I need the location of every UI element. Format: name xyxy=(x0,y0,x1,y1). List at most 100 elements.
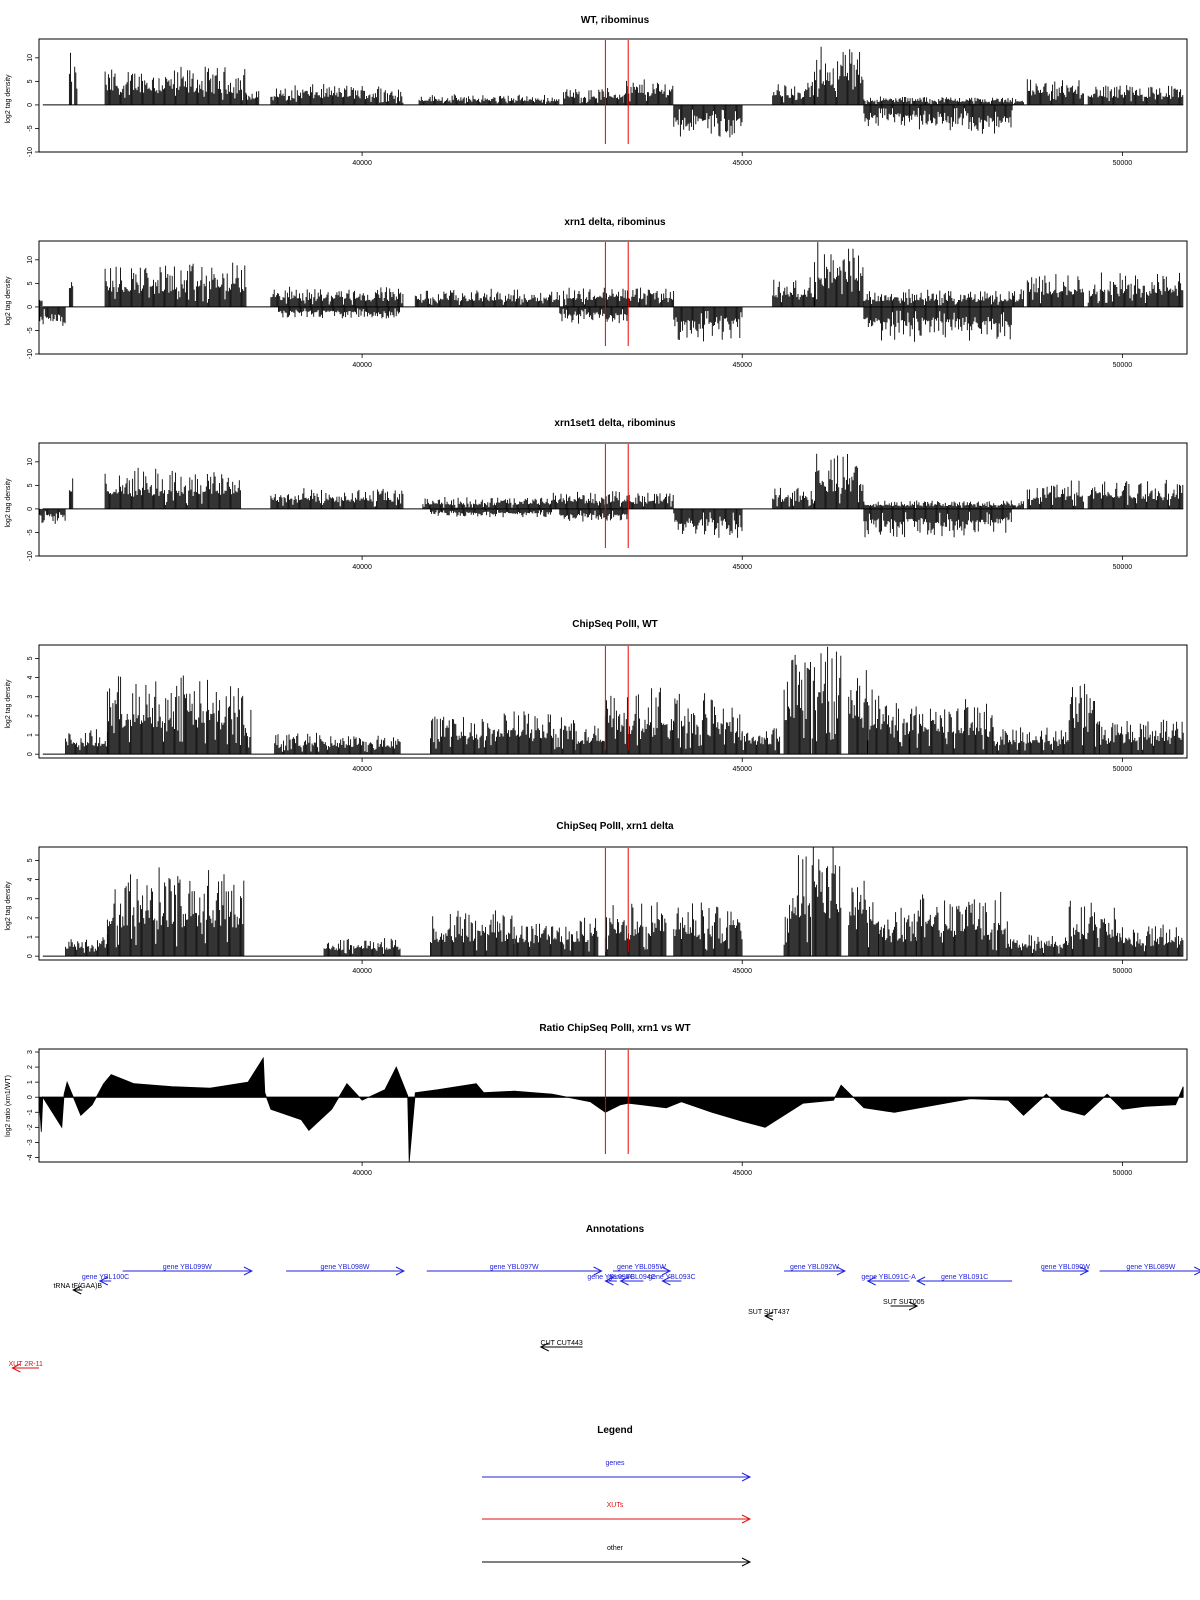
panel-title: ChipSeq PolII, WT xyxy=(572,619,658,630)
signal-bars-positive xyxy=(274,732,401,755)
feature-label: gene YBL097W xyxy=(490,1264,539,1271)
y-tick-label: 10 xyxy=(27,458,34,466)
signal-bars-positive xyxy=(673,693,743,755)
y-tick-label: 4 xyxy=(27,878,34,882)
signal-bars-positive xyxy=(430,910,515,957)
signal-bars-positive xyxy=(574,725,606,755)
signal-bars-positive xyxy=(867,689,910,755)
signal-bars-positive xyxy=(814,453,864,509)
signal-bars-positive xyxy=(772,82,815,105)
annotations-title: Annotations xyxy=(586,1224,645,1235)
panel-chipseq-wt: ChipSeq PolII, WT log2 tag density 0 1 2 3 4… xyxy=(5,619,1188,773)
signal-bars-positive xyxy=(811,646,842,755)
y-axis-label: log2 tag density xyxy=(5,276,12,326)
signal-bars-positive xyxy=(1026,79,1084,105)
signal-bars-positive xyxy=(1026,274,1084,307)
panel-title: xrn1set1 delta, ribominus xyxy=(554,418,676,429)
signal-bars-positive xyxy=(106,867,245,957)
feature-label: gene YBL098W xyxy=(321,1264,370,1271)
y-tick-label: -5 xyxy=(27,125,34,131)
y-tick-label: -5 xyxy=(27,327,34,333)
x-tick-label: 40000 xyxy=(352,362,372,369)
signal-bars-positive xyxy=(270,84,404,105)
signal-bars-negative xyxy=(863,104,910,126)
x-tick-label: 40000 xyxy=(352,564,372,571)
x-tick-label: 45000 xyxy=(733,564,753,571)
feature-label: gene YBL091C xyxy=(941,1274,988,1281)
legend-label: genes xyxy=(605,1460,625,1467)
plot-frame xyxy=(38,644,1188,759)
signal-bars-positive xyxy=(604,902,667,957)
feature-label: gene YBL094C xyxy=(608,1274,655,1281)
signal-bars-positive xyxy=(878,907,917,957)
panel-title: xrn1 delta, ribominus xyxy=(564,217,666,228)
signal-bars-positive xyxy=(39,299,43,307)
panel-xrn1-ribominus: xrn1 delta, ribominus log2 tag density -… xyxy=(5,217,1188,369)
signal-bars-positive xyxy=(513,917,599,957)
legend-label: XUTs xyxy=(607,1502,624,1509)
signal-bars-negative xyxy=(969,104,1013,134)
legend-label: other xyxy=(607,1545,624,1552)
y-tick-label: -10 xyxy=(27,147,34,157)
legend-arrow-head xyxy=(741,1472,752,1482)
signal-bars-positive xyxy=(414,288,560,307)
y-tick-label: 0 xyxy=(27,1095,34,1099)
feature-label: CUT CUT443 xyxy=(541,1340,583,1347)
signal-bars-positive xyxy=(863,289,1024,307)
feature-arrow-head xyxy=(763,1311,774,1321)
y-axis-label: log2 tag density xyxy=(5,881,12,931)
panel-wt-ribominus: WT, ribominus log2 tag density -10 -5 0 5 10… xyxy=(5,15,1188,167)
signal-bars-positive xyxy=(418,94,560,105)
x-tick-label: 50000 xyxy=(1113,160,1133,167)
y-tick-label: 0 xyxy=(27,507,34,511)
signal-bars-positive xyxy=(992,727,1070,755)
plot-frame xyxy=(38,38,1188,153)
signal-bars-positive xyxy=(104,262,247,307)
legend-arrow-head xyxy=(741,1557,752,1567)
panel-title: Ratio ChipSeq PolII, xrn1 vs WT xyxy=(539,1023,690,1034)
signal-bars-positive xyxy=(909,699,994,755)
signal-bars-positive xyxy=(623,79,674,105)
feature-label: gene YBL095W xyxy=(617,1264,666,1271)
feature-arrow-head xyxy=(619,1276,629,1286)
signal-bars-negative xyxy=(278,306,400,319)
x-tick-label: 50000 xyxy=(1113,564,1133,571)
signal-bars-positive xyxy=(673,902,743,957)
signal-bars-negative xyxy=(863,306,1012,342)
x-tick-label: 45000 xyxy=(733,362,753,369)
signal-bars-negative xyxy=(863,508,1012,538)
feature-arrow-head xyxy=(836,1266,846,1276)
signal-bars-positive xyxy=(916,891,1008,957)
y-tick-label: 0 xyxy=(27,752,34,756)
feature-arrow-head xyxy=(661,1266,672,1276)
y-tick-label: -4 xyxy=(27,1154,34,1160)
plot-frame xyxy=(38,846,1188,961)
panel-chipseq-xrn1: ChipSeq PolII, xrn1 delta log2 tag densi… xyxy=(5,821,1188,975)
y-tick-label: -2 xyxy=(27,1124,34,1130)
y-tick-label: -10 xyxy=(27,349,34,359)
plot-frame xyxy=(38,240,1188,355)
x-tick-label: 40000 xyxy=(352,968,372,975)
signal-bars-positive xyxy=(246,91,260,105)
feature-arrow-head xyxy=(72,1285,82,1295)
y-tick-label: 0 xyxy=(27,103,34,107)
plot-frame xyxy=(38,1048,1188,1163)
feature-arrow-head xyxy=(908,1301,919,1311)
feature-arrow-head xyxy=(593,1266,603,1276)
panel-ratio-chipseq: Ratio ChipSeq PolII, xrn1 vs WT log2 rat… xyxy=(5,1023,1188,1177)
feature-label: gene YBL089W xyxy=(1126,1264,1175,1271)
signal-bars-positive xyxy=(1007,934,1070,957)
signal-bars-positive xyxy=(68,52,73,105)
signal-bars-positive xyxy=(772,277,815,307)
signal-bars-positive xyxy=(814,46,864,105)
signal-bars-negative xyxy=(39,508,66,524)
feature-arrow-head xyxy=(395,1266,406,1276)
feature-label: SUT SUT437 xyxy=(748,1309,790,1316)
feature-label: XUT 2R-11 xyxy=(9,1361,43,1368)
y-tick-label: 2 xyxy=(27,1065,34,1069)
y-tick-label: 5 xyxy=(27,858,34,862)
y-tick-label: -5 xyxy=(27,529,34,535)
feature-arrow-head xyxy=(915,1276,926,1286)
signal-bars-positive xyxy=(783,855,811,957)
legend-title: Legend xyxy=(597,1425,633,1436)
